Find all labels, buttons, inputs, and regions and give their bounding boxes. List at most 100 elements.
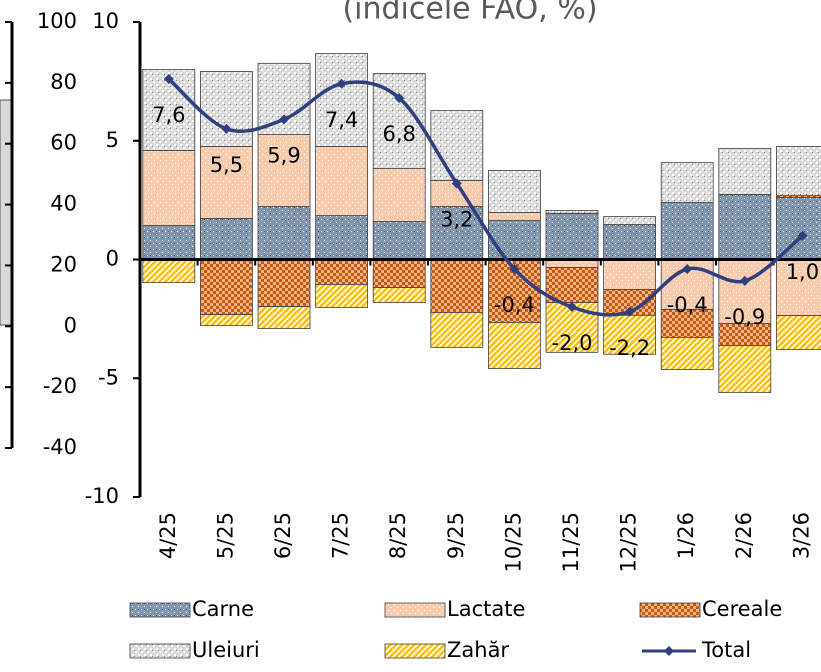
bar-segment — [199, 314, 253, 326]
bar-segment — [776, 259, 821, 316]
bar-segment — [315, 284, 369, 308]
legend-swatch — [639, 602, 701, 618]
bar-segment — [315, 53, 369, 147]
data-label: -2,0 — [552, 331, 593, 355]
bar-segment — [315, 259, 369, 285]
x-tick-label: 10/25 — [501, 512, 525, 573]
total-marker — [624, 306, 635, 317]
bar-segment — [718, 345, 772, 393]
x-tick-label: 4/25 — [156, 512, 180, 559]
bar-segment — [603, 216, 656, 225]
bar-segment — [430, 259, 484, 313]
data-label: 5,5 — [210, 153, 243, 177]
bar-segment — [257, 259, 311, 307]
total-marker — [682, 264, 693, 274]
legend-swatch — [384, 602, 446, 618]
bar-segment — [142, 150, 196, 226]
bar-segment — [315, 215, 369, 260]
total-marker — [509, 264, 520, 274]
bar-segment — [199, 218, 253, 260]
y-tick-label: 5 — [106, 128, 119, 152]
x-tick-label: 11/25 — [559, 512, 583, 573]
bar-segment — [545, 213, 599, 260]
total-marker — [221, 123, 232, 134]
y-tick-label: 0 — [106, 247, 119, 271]
data-label: 6,8 — [382, 122, 415, 146]
bar-segment — [257, 206, 311, 260]
y-tick-label: -5 — [98, 365, 119, 389]
bar-segment — [718, 194, 772, 260]
bar-segment — [142, 259, 196, 283]
y2-tick-label: 100 — [37, 9, 77, 33]
bar-segment — [776, 197, 821, 260]
total-marker — [797, 230, 808, 241]
legend-label: Lactate — [447, 597, 525, 621]
bar-segment — [430, 206, 484, 260]
data-label: -2,2 — [609, 336, 650, 360]
bar-segment — [430, 110, 484, 181]
total-marker — [451, 178, 462, 189]
bar-segment — [199, 146, 253, 219]
data-label: 7,4 — [325, 108, 358, 132]
x-tick-label: 5/25 — [213, 512, 237, 559]
total-marker — [567, 302, 577, 312]
y2-tick-label: -40 — [43, 435, 77, 459]
y2-tick-label: 0 — [64, 313, 77, 337]
bar-segment — [487, 170, 541, 213]
x-tick-label: 3/26 — [789, 512, 813, 559]
bar-segment — [776, 315, 821, 350]
data-label: 5,9 — [267, 143, 300, 167]
y2-tick-label: 80 — [50, 70, 77, 94]
x-tick-label: 2/26 — [732, 512, 756, 559]
total-marker — [279, 114, 289, 125]
bar-segment — [487, 322, 541, 369]
bar-segment — [660, 162, 714, 203]
bar-segment — [430, 312, 484, 348]
data-label: 1,0 — [786, 260, 819, 284]
chart-subtitle: (indicele FAO, %) — [342, 0, 597, 27]
bar-segment — [776, 146, 821, 197]
y2-tick-label: 20 — [50, 252, 77, 276]
total-marker — [739, 275, 750, 286]
x-tick-label: 1/26 — [674, 512, 698, 559]
bar-segment — [257, 306, 311, 330]
data-label: -0,4 — [667, 293, 708, 317]
legend-label: Cereale — [702, 597, 782, 621]
total-marker — [163, 74, 174, 84]
bar-segment — [545, 210, 599, 214]
legend-swatch — [129, 643, 191, 659]
bar-segment — [660, 202, 714, 260]
bar-segment — [315, 146, 369, 216]
legend-label: Uleiuri — [192, 638, 260, 662]
bar-segment — [372, 221, 426, 260]
bar-segment — [372, 287, 426, 303]
legend-swatch — [129, 602, 191, 618]
y-tick-label: -10 — [85, 484, 119, 508]
bar-segment — [142, 225, 196, 260]
bar-segment — [372, 259, 426, 288]
y-tick-label: 10 — [92, 9, 119, 33]
x-tick-label: 12/25 — [617, 512, 641, 573]
data-label: -0,4 — [494, 293, 535, 317]
data-label: 7,6 — [152, 103, 185, 127]
bar-segment — [545, 267, 599, 303]
bar-segment — [660, 336, 714, 370]
y2-tick-label: 60 — [50, 131, 77, 155]
bar-segment — [487, 220, 541, 260]
legend-marker — [664, 646, 674, 656]
bar-segment — [199, 71, 253, 147]
total-marker — [394, 93, 405, 103]
bar-segment — [257, 134, 311, 207]
legend-swatch — [384, 643, 446, 659]
data-label: -0,9 — [724, 305, 765, 329]
legend-label: Carne — [192, 597, 254, 621]
legend-label: Total — [701, 638, 751, 662]
bar-segment — [372, 168, 426, 222]
bar-segment — [603, 224, 656, 260]
neighbor-chart-fragment — [0, 99, 13, 326]
data-label: 3,2 — [440, 208, 473, 232]
bar-segment — [487, 212, 541, 221]
y2-tick-label: 40 — [50, 192, 77, 216]
x-tick-label: 6/25 — [271, 512, 295, 559]
